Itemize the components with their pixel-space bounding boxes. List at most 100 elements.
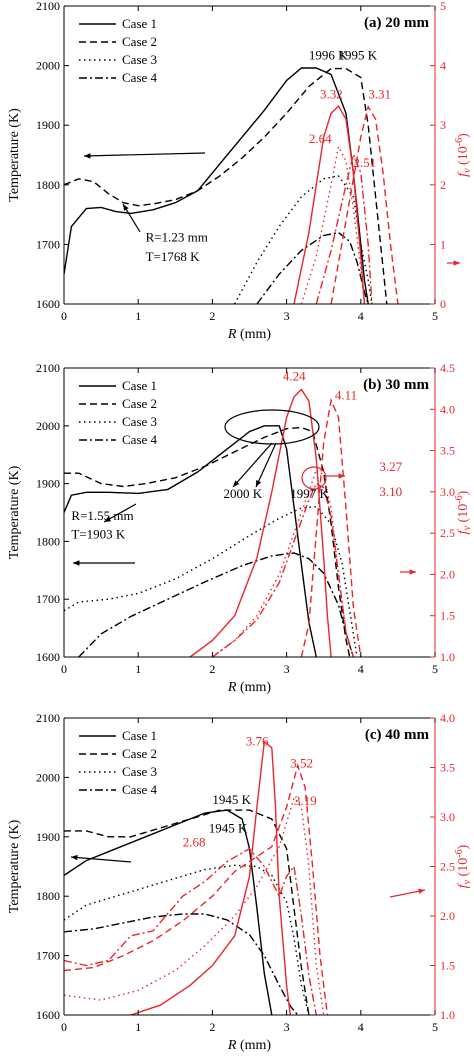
legend-item-label: Case 3 [122,52,157,67]
x-tick-label: 0 [61,309,67,323]
x-tick-label: 4 [358,1020,364,1034]
series-line-right-case-1 [189,388,332,657]
annotation-text: T=1903 K [71,527,126,542]
x-tick-label: 0 [61,1020,67,1034]
x-tick-label: 1 [135,309,141,323]
peak-value-label: 4.24 [283,368,306,383]
y-tick-label-left: 1800 [36,534,60,548]
peak-value-label: 3.10 [379,484,402,499]
series-line-left-case-4 [256,231,369,304]
annotation-text: 1945 K [212,792,251,807]
x-tick-label: 2 [209,662,215,676]
y-tick-label-right: 1 [440,237,446,251]
y-axis-label-left: Temperature (K) [7,819,22,913]
legend-item-label: Case 2 [122,34,157,49]
annotation-text: R=1.23 mm [146,229,208,244]
y-tick-label-right: 4.0 [440,711,455,725]
annotation-text: T=1768 K [146,249,201,264]
y-tick-label-right: 2 [440,178,446,192]
x-tick-label: 1 [135,662,141,676]
series-line-right-case-3 [300,144,366,304]
y-tick-label-right: 4.0 [440,402,455,416]
y-tick-label-left: 1600 [36,1008,60,1022]
series-line-right-case-1 [130,740,291,1015]
annotation-text: R=1.55 mm [71,508,133,523]
arrow-2000k-head [233,480,240,487]
x-tick-label: 1 [135,1020,141,1034]
series-line-left-case-1 [64,67,369,304]
series-line-right-case-4 [315,152,373,304]
x-tick-label: 2 [209,309,215,323]
y-tick-label-left: 2000 [36,419,60,433]
series-line-left-case-2 [64,67,388,304]
y-tick-label-right: 1.5 [440,959,455,973]
y-tick-label-right: 2.5 [440,526,455,540]
arrow-1997k [255,442,277,488]
y-axis-label-right: fv (10-6) [454,133,473,177]
y-axis-label-left: Temperature (K) [7,465,22,559]
panel-title: (a) 20 mm [364,15,429,31]
y-tick-label-right: 3.0 [440,810,455,824]
series-line-right-case-3 [64,796,325,1015]
series-line-right-case-3 [211,468,355,657]
arrow-1997k-head [256,480,262,487]
peak-value-label: 2.68 [183,835,206,850]
series-line-left-case-2 [64,809,310,1015]
y-tick-label-left: 2100 [36,0,60,13]
y-tick-label-right: 0 [440,297,446,311]
annotation-text: 1997 K [290,486,329,501]
y-tick-label-right: 5 [440,0,446,13]
y-tick-label-right: 2.5 [440,860,455,874]
chart-panel-c: 0 1 2 3 4 5 1600 1700 1800 1900 2000 2100 1.0 1.5 2.0 2… [7,711,473,1053]
legend-item-label: Case 4 [122,782,158,797]
y-tick-label-right: 3 [440,118,446,132]
peak-value-label: 3.52 [290,756,313,771]
x-tick-label: 3 [284,309,290,323]
arrow-2000k [232,442,273,488]
legend-item-label: Case 2 [122,746,157,761]
peak-value-label: 4.11 [335,387,357,402]
chart-panel-b: 0 1 2 3 4 5 1600 1700 1800 1900 2000 2100 1.0 1.5 2.0 2… [7,361,473,695]
panel-title: (c) 40 mm [365,727,430,743]
y-tick-label-left: 2000 [36,59,60,73]
y-axis-label-right: fv (10-6) [454,844,473,888]
left-axis-arrow [83,152,206,157]
highlight-ellipse [224,409,320,445]
y-tick-label-right: 4 [440,59,446,73]
x-tick-label: 4 [358,309,364,323]
peak-value-label: 3.31 [368,86,391,101]
series-line-left-case-1 [64,425,317,657]
annotation-text: 1996 K [309,48,348,63]
y-tick-label-right: 2.0 [440,909,455,923]
y-tick-label-right: 3.5 [440,444,455,458]
series-line-left-case-4 [78,552,355,657]
y-axis-label-right: fv (10-6) [454,490,473,534]
legend-item-label: Case 4 [122,70,158,85]
pointer-arrow-head [104,516,111,522]
y-tick-label-right: 1.5 [440,609,455,623]
y-tick-label-left: 1900 [36,477,60,491]
legend-item-label: Case 3 [122,764,157,779]
y-tick-label-right: 1.0 [440,1008,455,1022]
right-axis-arrow-head [409,569,416,575]
right-axis-arrow-head [453,260,460,266]
y-tick-label-left: 1700 [36,949,60,963]
x-tick-label: 0 [61,662,67,676]
legend-item-label: Case 1 [122,16,157,31]
y-axis-label-left: Temperature (K) [7,108,22,202]
y-tick-label-right: 3.5 [440,761,455,775]
x-axis-label: R (mm) [227,327,272,342]
y-tick-label-right: 3.0 [440,485,455,499]
x-tick-label: 5 [432,309,438,323]
series-line-left-case-3 [234,175,373,304]
right-axis-arrow-head [418,888,425,894]
y-tick-label-left: 1700 [36,592,60,606]
series-line-left-case-4 [64,913,299,1015]
x-axis-label: R (mm) [227,1038,272,1053]
annotation-text: 1995 K [339,48,378,63]
annotation-text: 2000 K [224,486,263,501]
y-tick-label-right: 1.0 [440,650,455,664]
legend-item-label: Case 1 [122,378,157,393]
legend-item-label: Case 2 [122,396,157,411]
